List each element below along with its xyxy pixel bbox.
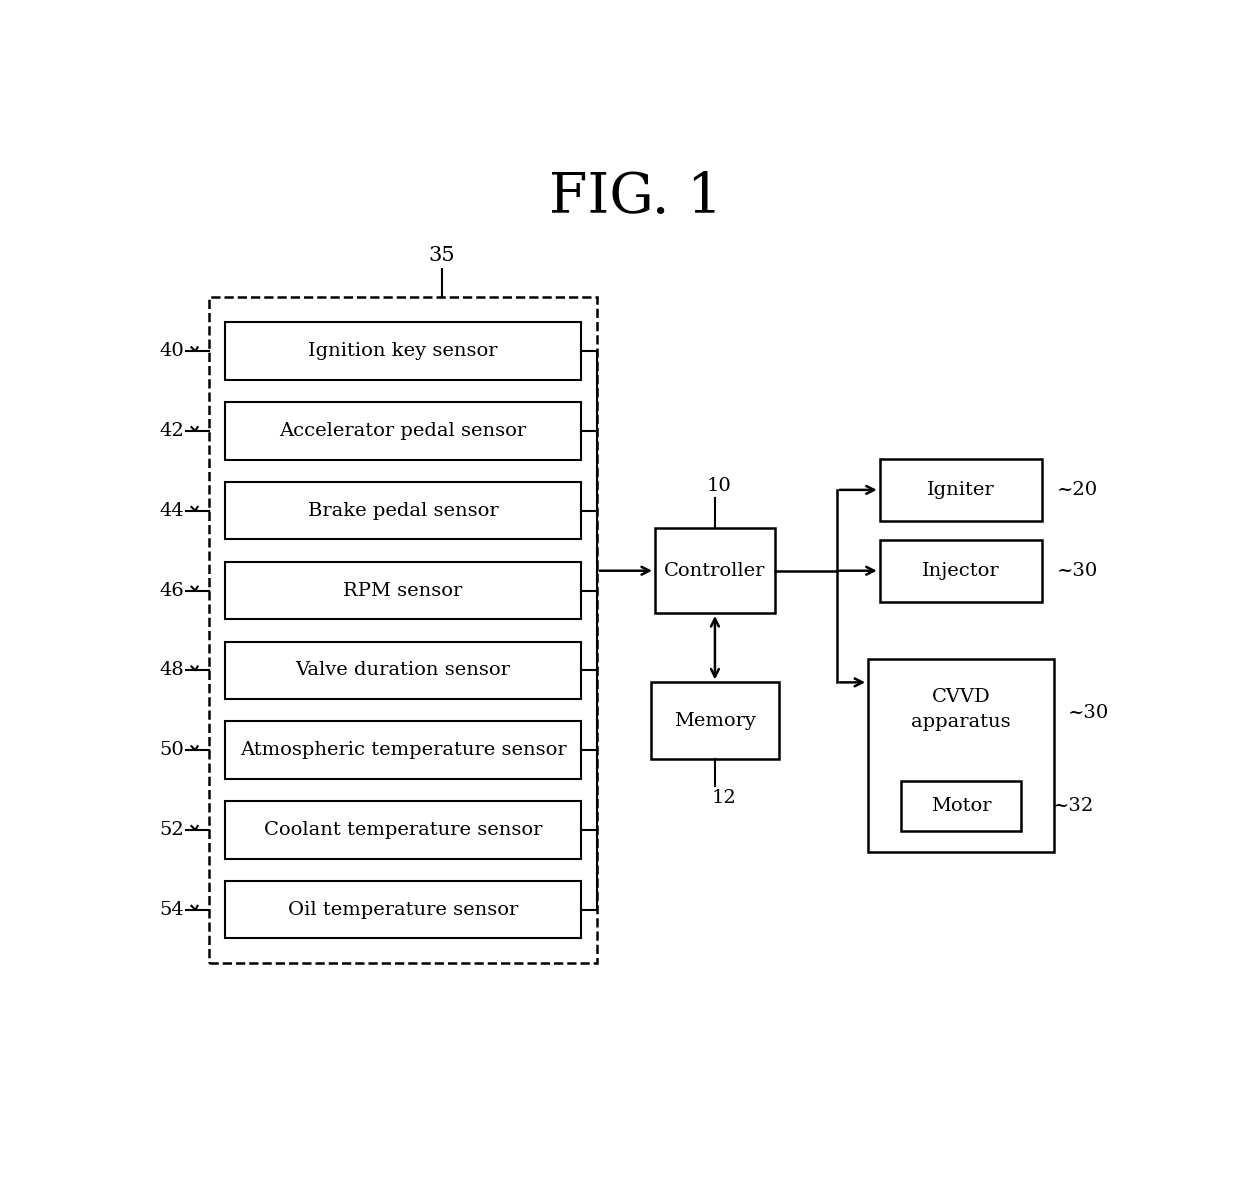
Text: ~30: ~30 xyxy=(1056,561,1097,579)
FancyBboxPatch shape xyxy=(224,482,582,539)
Text: Ignition key sensor: Ignition key sensor xyxy=(309,342,497,361)
FancyBboxPatch shape xyxy=(879,459,1043,521)
FancyBboxPatch shape xyxy=(224,642,582,699)
FancyBboxPatch shape xyxy=(224,561,582,619)
Text: 52: 52 xyxy=(160,820,185,839)
FancyBboxPatch shape xyxy=(224,323,582,379)
FancyBboxPatch shape xyxy=(868,660,1054,852)
FancyBboxPatch shape xyxy=(879,540,1043,602)
Text: Igniter: Igniter xyxy=(928,481,994,499)
Text: ~20: ~20 xyxy=(1056,481,1097,499)
Text: RPM sensor: RPM sensor xyxy=(343,582,463,599)
Text: 44: 44 xyxy=(160,501,185,520)
Text: 42: 42 xyxy=(160,422,185,440)
Text: 12: 12 xyxy=(712,788,737,807)
Text: Valve duration sensor: Valve duration sensor xyxy=(295,661,511,680)
Text: Motor: Motor xyxy=(931,797,991,814)
FancyBboxPatch shape xyxy=(224,402,582,460)
Text: 10: 10 xyxy=(707,478,732,495)
Text: ~32: ~32 xyxy=(1053,797,1095,814)
Text: Brake pedal sensor: Brake pedal sensor xyxy=(308,501,498,520)
Text: Memory: Memory xyxy=(675,712,756,729)
Text: Accelerator pedal sensor: Accelerator pedal sensor xyxy=(279,422,527,440)
Text: Coolant temperature sensor: Coolant temperature sensor xyxy=(264,820,542,839)
Text: Injector: Injector xyxy=(923,561,999,579)
FancyBboxPatch shape xyxy=(224,801,582,858)
Text: 54: 54 xyxy=(160,901,185,918)
Text: Atmospheric temperature sensor: Atmospheric temperature sensor xyxy=(239,741,567,759)
Text: 48: 48 xyxy=(160,661,185,680)
Text: FIG. 1: FIG. 1 xyxy=(549,170,722,225)
FancyBboxPatch shape xyxy=(224,881,582,939)
Text: 40: 40 xyxy=(160,342,185,361)
FancyBboxPatch shape xyxy=(651,682,779,759)
Text: CVVD
apparatus: CVVD apparatus xyxy=(911,688,1011,730)
Text: 50: 50 xyxy=(160,741,185,759)
FancyBboxPatch shape xyxy=(224,721,582,779)
FancyBboxPatch shape xyxy=(655,528,775,613)
Text: Oil temperature sensor: Oil temperature sensor xyxy=(288,901,518,918)
FancyBboxPatch shape xyxy=(901,780,1021,831)
Text: 46: 46 xyxy=(160,582,185,599)
Text: Controller: Controller xyxy=(665,561,765,579)
Text: ~30: ~30 xyxy=(1068,704,1110,722)
Text: 35: 35 xyxy=(429,246,455,265)
